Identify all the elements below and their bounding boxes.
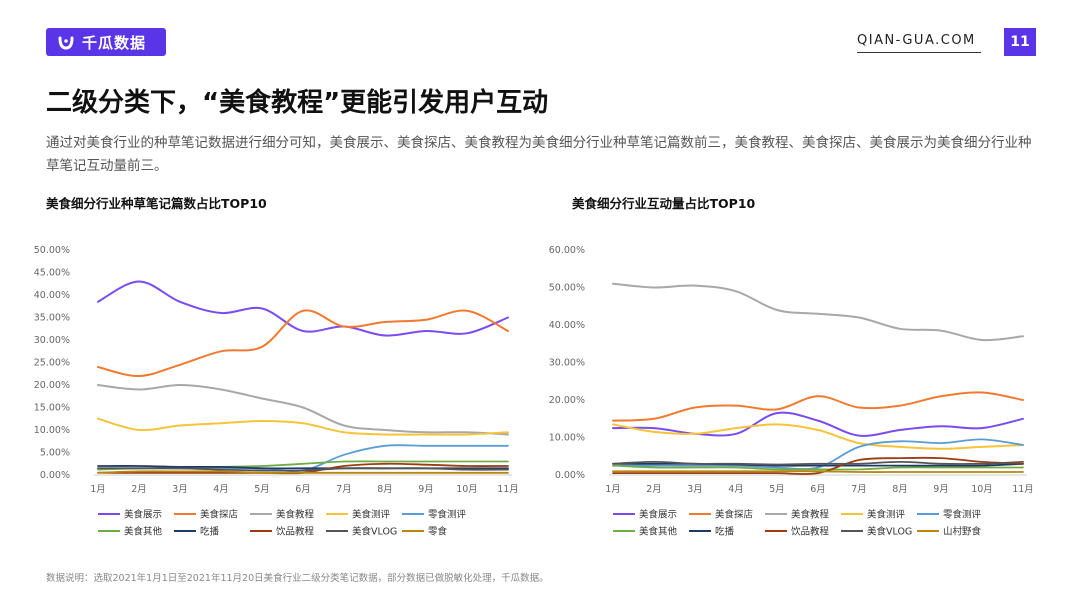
x-tick-label: 2月 — [131, 484, 147, 495]
legend-label: 零食 — [428, 526, 448, 538]
x-tick-label: 11月 — [1012, 484, 1034, 495]
y-tick-label: 20.00% — [549, 395, 585, 406]
y-tick-label: 40.00% — [34, 290, 70, 301]
x-tick-label: 7月 — [336, 484, 352, 495]
interaction-share-line-chart: 0.00% 10.00% 20.00% 30.00% 40.00% 50.00% 60.00… — [549, 245, 1034, 538]
y-tick-label: 50.00% — [549, 283, 585, 294]
legend-label: 饮品教程 — [276, 526, 315, 538]
series-line-9 — [612, 470, 1024, 473]
series-line-7 — [612, 456, 1024, 475]
series-line-2 — [612, 282, 1024, 342]
brand-logo-text: 千瓜数据 — [82, 33, 147, 52]
y-tick-label: 45.00% — [34, 268, 70, 279]
series-line-4 — [612, 438, 1024, 470]
series-line-1 — [612, 391, 1024, 422]
x-tick-label: 11月 — [497, 484, 519, 495]
legend-label: 饮品教程 — [791, 526, 830, 538]
legend-label: 美食其他 — [124, 526, 163, 538]
series-line-1 — [97, 309, 509, 378]
page-description: 通过对美食行业的种草笔记数据进行细分可知，美食展示、美食探店、美食教程为美食细分… — [46, 135, 1032, 174]
legend-label: 零食测评 — [943, 509, 982, 521]
legend-label: 吃播 — [715, 526, 735, 538]
x-tick-label: 5月 — [254, 484, 270, 495]
legend-label: 零食测评 — [428, 509, 467, 521]
y-tick-label: 0.00% — [555, 470, 585, 481]
x-tick-label: 10月 — [971, 484, 993, 495]
chart-title-notes: 美食细分行业种草笔记篇数占比TOP10 — [46, 196, 267, 211]
legend-label: 美食测评 — [867, 509, 906, 521]
y-tick-label: 5.00% — [40, 448, 70, 459]
legend-label: 美食展示 — [639, 509, 677, 521]
x-tick-label: 9月 — [418, 484, 434, 495]
x-tick-label: 6月 — [295, 484, 311, 495]
x-tick-label: 1月 — [90, 484, 106, 495]
legend-label: 美食VLOG — [867, 526, 912, 538]
page-title: 二级分类下，“美食教程”更能引发用户互动 — [46, 88, 549, 118]
y-tick-label: 0.00% — [40, 470, 70, 481]
y-tick-label: 40.00% — [549, 320, 585, 331]
x-tick-label: 4月 — [728, 484, 744, 495]
x-tick-label: 10月 — [456, 484, 478, 495]
legend-label: 美食测评 — [352, 509, 391, 521]
y-tick-label: 15.00% — [34, 403, 70, 414]
legend-label: 山村野食 — [943, 526, 982, 538]
x-tick-label: 4月 — [213, 484, 229, 495]
legend-label: 美食探店 — [715, 509, 753, 521]
x-tick-label: 1月 — [605, 484, 621, 495]
legend-label: 美食其他 — [639, 526, 678, 538]
series-line-3 — [612, 423, 1024, 450]
x-tick-label: 7月 — [851, 484, 867, 495]
x-tick-label: 8月 — [892, 484, 908, 495]
brand-logo[interactable]: 千瓜数据 — [46, 28, 166, 56]
y-tick-label: 35.00% — [34, 313, 70, 324]
brand-logo-icon — [58, 36, 74, 50]
y-tick-label: 50.00% — [34, 245, 70, 256]
y-tick-label: 10.00% — [549, 433, 585, 444]
legend-label: 美食探店 — [200, 509, 238, 521]
x-tick-label: 8月 — [377, 484, 393, 495]
series-line-5 — [612, 464, 1024, 471]
legend-label: 美食VLOG — [352, 526, 397, 538]
notes-share-line-chart: 0.00% 5.00% 10.00% 15.00% 20.00% 25.00% 30.00%… — [34, 245, 519, 538]
chart-title-interactions: 美食细分行业互动量占比TOP10 — [572, 196, 756, 211]
x-tick-label: 9月 — [933, 484, 949, 495]
y-tick-label: 60.00% — [549, 245, 585, 256]
page-number: 11 — [1004, 28, 1036, 56]
series-line-0 — [612, 411, 1024, 437]
x-tick-label: 3月 — [687, 484, 703, 495]
legend-label: 美食教程 — [791, 509, 830, 521]
y-tick-label: 20.00% — [34, 380, 70, 391]
y-tick-label: 30.00% — [549, 358, 585, 369]
series-line-8 — [612, 460, 1024, 466]
legend-label: 美食展示 — [124, 509, 162, 521]
y-tick-label: 10.00% — [34, 425, 70, 436]
series-line-0 — [97, 280, 509, 337]
legend-label: 吃播 — [200, 526, 220, 538]
y-tick-label: 25.00% — [34, 358, 70, 369]
series-line-3 — [97, 417, 509, 436]
x-tick-label: 2月 — [646, 484, 662, 495]
y-tick-label: 30.00% — [34, 335, 70, 346]
series-line-8 — [97, 467, 509, 472]
series-line-2 — [97, 383, 509, 436]
series-line-9 — [97, 470, 509, 474]
x-tick-label: 3月 — [172, 484, 188, 495]
site-underline — [857, 52, 981, 53]
site-url[interactable]: QIAN-GUA.COM — [857, 33, 976, 48]
data-footnote: 数据说明：选取2021年1月1日至2021年11月20日美食行业二级分类笔记数据… — [46, 573, 549, 584]
legend-label: 美食教程 — [276, 509, 315, 521]
x-tick-label: 6月 — [810, 484, 826, 495]
x-tick-label: 5月 — [769, 484, 785, 495]
